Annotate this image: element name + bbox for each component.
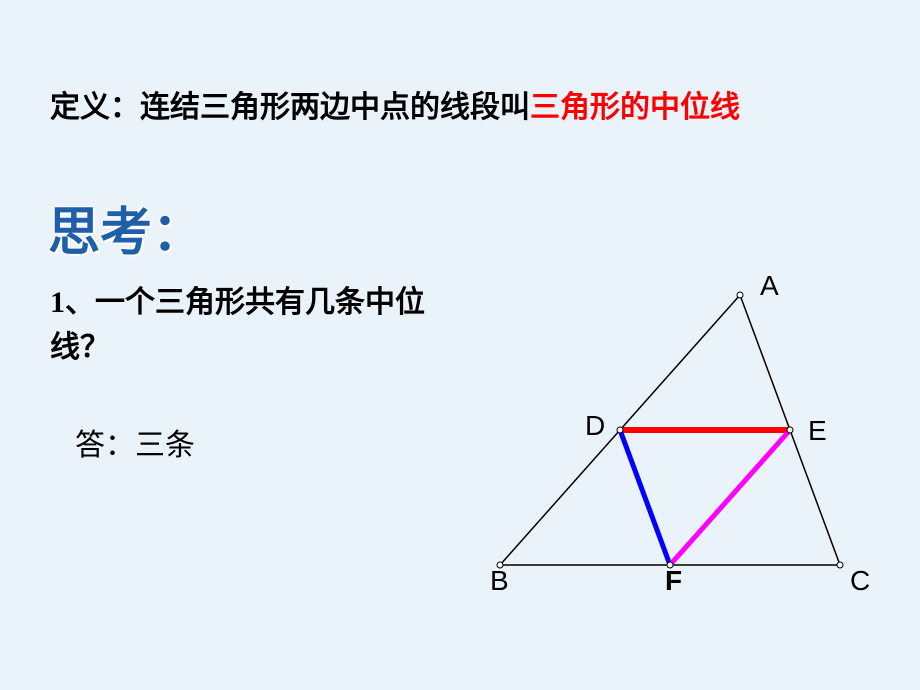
svg-text:F: F	[665, 565, 682, 596]
question-body: 一个三角形共有几条中位线？	[50, 286, 425, 364]
question-text: 1、一个三角形共有几条中位线？	[50, 280, 450, 370]
svg-text:E: E	[808, 415, 827, 446]
svg-text:B: B	[490, 565, 509, 596]
thinking-heading: 思考：	[48, 190, 204, 265]
answer-text: 答：三条	[75, 420, 195, 464]
question-number: 1、	[50, 286, 95, 319]
svg-text:C: C	[850, 565, 870, 596]
svg-text:D: D	[585, 410, 605, 441]
triangle-diagram: A B C D E F	[440, 270, 870, 600]
svg-text:A: A	[760, 270, 779, 301]
triangle-svg: A B C D E F	[440, 270, 870, 600]
definition-prefix: 定义：连结三角形两边中点的线段叫	[50, 91, 530, 124]
definition-highlight: 三角形的中位线	[530, 91, 740, 124]
definition-text: 定义：连结三角形两边中点的线段叫三角形的中位线	[50, 85, 870, 130]
